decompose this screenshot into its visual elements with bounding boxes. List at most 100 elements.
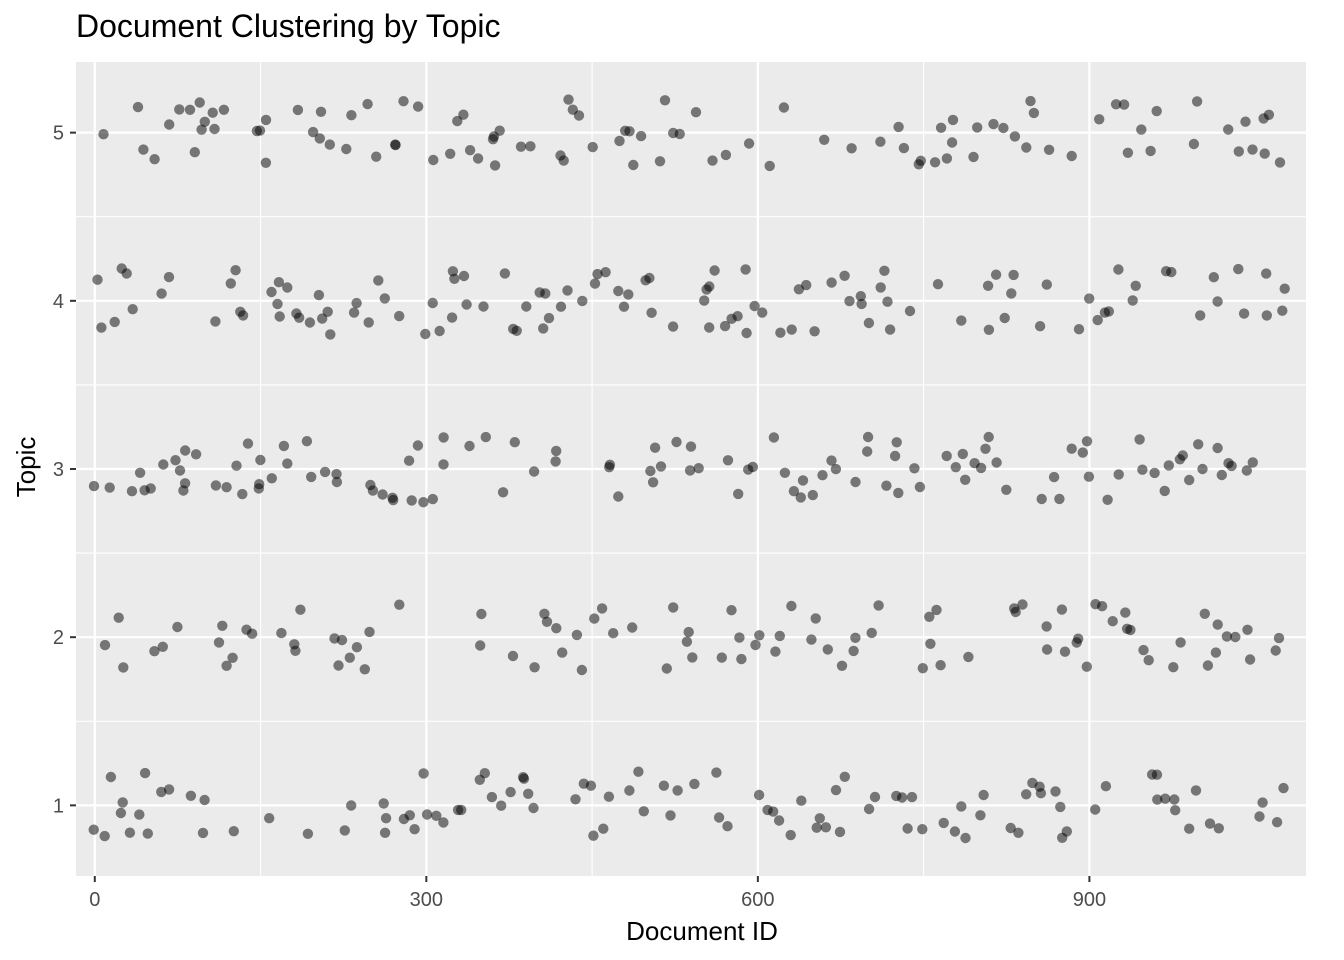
data-point [266, 286, 277, 298]
data-point [379, 827, 391, 838]
data-point [109, 316, 120, 328]
data-point [589, 613, 600, 624]
data-point [319, 466, 331, 478]
x-tick-label: 300 [410, 889, 443, 911]
data-point [557, 647, 568, 658]
data-point [367, 485, 379, 496]
data-point [747, 461, 758, 473]
data-point [447, 266, 459, 277]
data-point [972, 122, 983, 133]
data-point [134, 809, 145, 820]
data-point [1263, 109, 1275, 121]
data-point [736, 653, 747, 665]
data-point [538, 323, 549, 334]
data-point [863, 317, 875, 329]
data-point [1261, 268, 1272, 279]
data-point [1241, 465, 1253, 476]
data-point [914, 481, 926, 493]
data-point [260, 157, 272, 168]
data-point [654, 156, 666, 167]
data-point [255, 454, 266, 466]
data-point [779, 467, 791, 478]
data-point [618, 301, 630, 312]
data-point [957, 448, 968, 460]
data-point [398, 96, 409, 107]
data-point [371, 151, 382, 162]
data-point [339, 825, 350, 836]
data-point [434, 325, 445, 337]
data-point [98, 129, 109, 140]
data-point [814, 813, 825, 824]
data-point [254, 125, 266, 136]
data-point [1122, 147, 1134, 158]
data-point [475, 640, 486, 651]
data-point [915, 155, 926, 166]
data-point [149, 154, 160, 165]
data-point [1191, 96, 1203, 107]
data-point [638, 806, 649, 817]
data-point [797, 475, 809, 486]
data-point [172, 621, 183, 633]
data-point [1034, 321, 1046, 332]
data-point [1261, 310, 1273, 321]
data-point [341, 143, 352, 155]
data-point [850, 632, 861, 643]
y-tick-label: 2 [53, 627, 64, 649]
data-point [1210, 647, 1222, 658]
data-point [1273, 632, 1285, 644]
data-point [1184, 474, 1195, 486]
data-point [1054, 493, 1065, 505]
data-point [197, 827, 209, 839]
data-point [409, 824, 420, 835]
data-point [1113, 469, 1124, 480]
data-point [608, 628, 619, 639]
data-point [649, 442, 661, 453]
data-point [956, 801, 967, 812]
data-point [893, 487, 904, 499]
data-point [834, 826, 846, 838]
data-point [494, 125, 505, 136]
data-point [282, 458, 293, 469]
y-tick-label: 4 [53, 291, 64, 313]
data-point [960, 474, 971, 485]
data-point [377, 489, 388, 500]
data-point [822, 644, 833, 655]
data-point [720, 149, 732, 161]
data-point [924, 611, 935, 622]
data-point [210, 480, 222, 491]
data-point [1152, 794, 1163, 805]
data-point [1077, 447, 1089, 458]
data-point [655, 461, 667, 472]
data-point [314, 133, 325, 144]
data-point [1149, 467, 1160, 479]
data-point [528, 802, 539, 814]
data-point [174, 104, 185, 115]
data-point [1254, 811, 1265, 822]
data-point [1151, 769, 1163, 780]
data-point [768, 432, 780, 443]
data-point [499, 268, 511, 279]
data-point [684, 465, 696, 476]
data-point [879, 265, 890, 276]
data-point [217, 620, 228, 631]
data-point [158, 459, 169, 470]
data-point [732, 311, 743, 322]
data-point [295, 604, 306, 615]
data-point [775, 327, 786, 338]
data-point [333, 660, 344, 671]
data-point [1257, 797, 1268, 808]
data-point [235, 306, 246, 317]
data-point [844, 295, 855, 307]
data-point [1208, 272, 1220, 283]
data-point [1136, 124, 1147, 135]
data-point [826, 277, 837, 288]
data-point [628, 159, 639, 171]
data-point [624, 126, 635, 137]
data-point [627, 622, 638, 633]
data-point [681, 636, 693, 647]
data-point [810, 613, 821, 624]
data-point [105, 771, 117, 783]
data-point [896, 792, 908, 803]
data-point [596, 603, 608, 614]
data-point [438, 817, 449, 828]
